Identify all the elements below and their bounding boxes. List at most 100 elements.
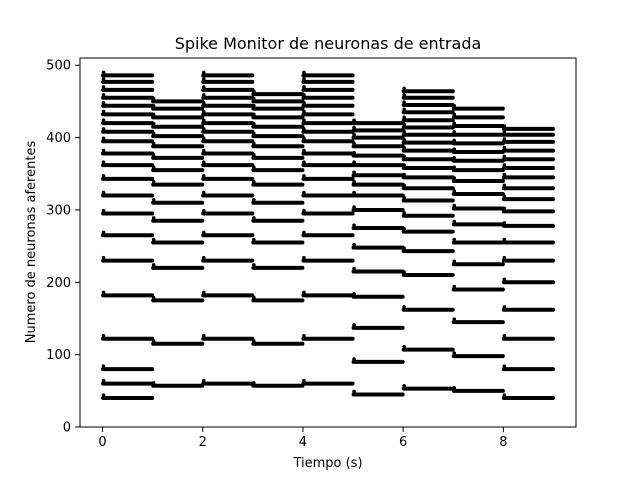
spike-onset-point — [502, 154, 507, 159]
spike-onset-point — [402, 93, 406, 97]
spike-segment — [301, 70, 355, 386]
spike-onset-point — [302, 136, 306, 141]
spike-onset-point — [302, 77, 306, 81]
spike-onset-point — [502, 145, 507, 150]
spike-onset-point — [352, 266, 356, 271]
spike-onset-point — [402, 270, 406, 274]
spike-onset-point — [452, 259, 457, 264]
spike-onset-point — [252, 339, 256, 343]
spike-onset-point — [302, 85, 306, 89]
spike-onset-point — [402, 115, 406, 120]
spike-onset-point — [452, 237, 457, 242]
spike-onset-point — [201, 101, 206, 105]
spike-onset-point — [252, 237, 256, 242]
spike-onset-point — [151, 237, 156, 242]
spike-onset-point — [252, 131, 256, 136]
spike-onset-point — [302, 174, 306, 178]
spike-onset-point — [502, 172, 507, 177]
spike-onset-point — [402, 163, 406, 167]
spike-onset-point — [201, 208, 206, 213]
spike-onset-point — [151, 198, 156, 202]
spike-onset-point — [101, 127, 106, 131]
spike-onset-point — [252, 179, 256, 184]
spike-onset-point — [201, 160, 206, 164]
spike-onset-point — [352, 357, 356, 361]
spike-onset-point — [101, 160, 106, 164]
spike-onset-point — [201, 255, 206, 260]
spike-onset-point — [252, 165, 256, 170]
spike-onset-point — [302, 290, 306, 295]
x-axis-label: Tiempo (s) — [292, 456, 362, 471]
spike-onset-point — [302, 109, 306, 114]
spike-onset-point — [302, 101, 306, 105]
spike-onset-point — [252, 103, 256, 108]
spike-onset-point — [151, 103, 156, 108]
spike-onset-point — [402, 86, 406, 91]
spike-onset-point — [252, 96, 256, 101]
spike-onset-point — [452, 103, 457, 108]
spike-onset-point — [252, 153, 256, 157]
spike-onset-point — [201, 148, 206, 153]
chart-title: Spike Monitor de neuronas de entrada — [175, 34, 482, 53]
spike-onset-point — [402, 305, 406, 309]
spike-onset-point — [252, 112, 256, 117]
spike-onset-point — [452, 351, 457, 356]
spike-onset-point — [502, 393, 507, 397]
spike-onset-point — [252, 141, 256, 146]
spike-onset-point — [151, 131, 156, 136]
spike-onset-point — [502, 130, 507, 134]
spike-onset-point — [402, 137, 406, 142]
spike-onset-point — [352, 205, 356, 209]
spike-onset-point — [252, 381, 256, 385]
spike-onset-point — [101, 290, 106, 295]
spike-onset-point — [352, 150, 356, 155]
spike-onset-point — [352, 125, 356, 130]
spike-onset-point — [352, 323, 356, 327]
spike-onset-point — [402, 195, 406, 200]
spike-onset-point — [201, 190, 206, 195]
spike-onset-point — [402, 211, 406, 215]
spike-onset-point — [201, 77, 206, 81]
spike-onset-point — [101, 378, 106, 383]
y-tick-label: 500 — [46, 59, 71, 74]
spike-onset-point — [201, 118, 206, 123]
spike-onset-point — [502, 183, 507, 188]
spike-onset-point — [402, 344, 406, 349]
spike-onset-point — [402, 172, 406, 177]
y-tick-label: 400 — [46, 131, 71, 146]
spike-onset-point — [352, 389, 356, 394]
spike-onset-point — [502, 137, 507, 141]
spike-onset-point — [252, 295, 256, 300]
spike-onset-point — [452, 219, 457, 224]
y-tick-label: 300 — [46, 203, 71, 218]
spike-onset-point — [402, 383, 406, 388]
spike-onset-point — [452, 147, 457, 151]
spike-onset-point — [352, 242, 356, 247]
spike-onset-point — [201, 174, 206, 178]
spike-onset-point — [452, 176, 457, 180]
spike-onset-point — [302, 160, 306, 164]
spike-onset-point — [151, 122, 156, 126]
spike-onset-point — [101, 393, 106, 397]
spike-onset-point — [101, 334, 106, 338]
spike-onset-point — [302, 118, 306, 123]
y-axis-label: Numero de neuronas aferentes — [24, 141, 39, 344]
spike-onset-point — [302, 230, 306, 235]
spike-onset-point — [101, 77, 106, 81]
spike-onset-point — [502, 334, 507, 338]
spike-onset-point — [201, 136, 206, 141]
spike-onset-point — [302, 378, 306, 383]
spike-onset-point — [252, 89, 256, 94]
spike-onset-point — [502, 364, 507, 369]
spike-onset-point — [452, 112, 457, 117]
spike-onset-point — [352, 223, 356, 227]
spike-onset-point — [101, 85, 106, 89]
spike-onset-point — [402, 130, 406, 134]
spike-onset-point — [101, 70, 106, 75]
spike-onset-point — [151, 339, 156, 343]
y-axis-ticks: 0 100 200 300 400 500 — [46, 59, 80, 436]
spike-onset-point — [452, 165, 457, 170]
spike-onset-point — [101, 136, 106, 141]
x-tick-label: 0 — [98, 435, 106, 450]
